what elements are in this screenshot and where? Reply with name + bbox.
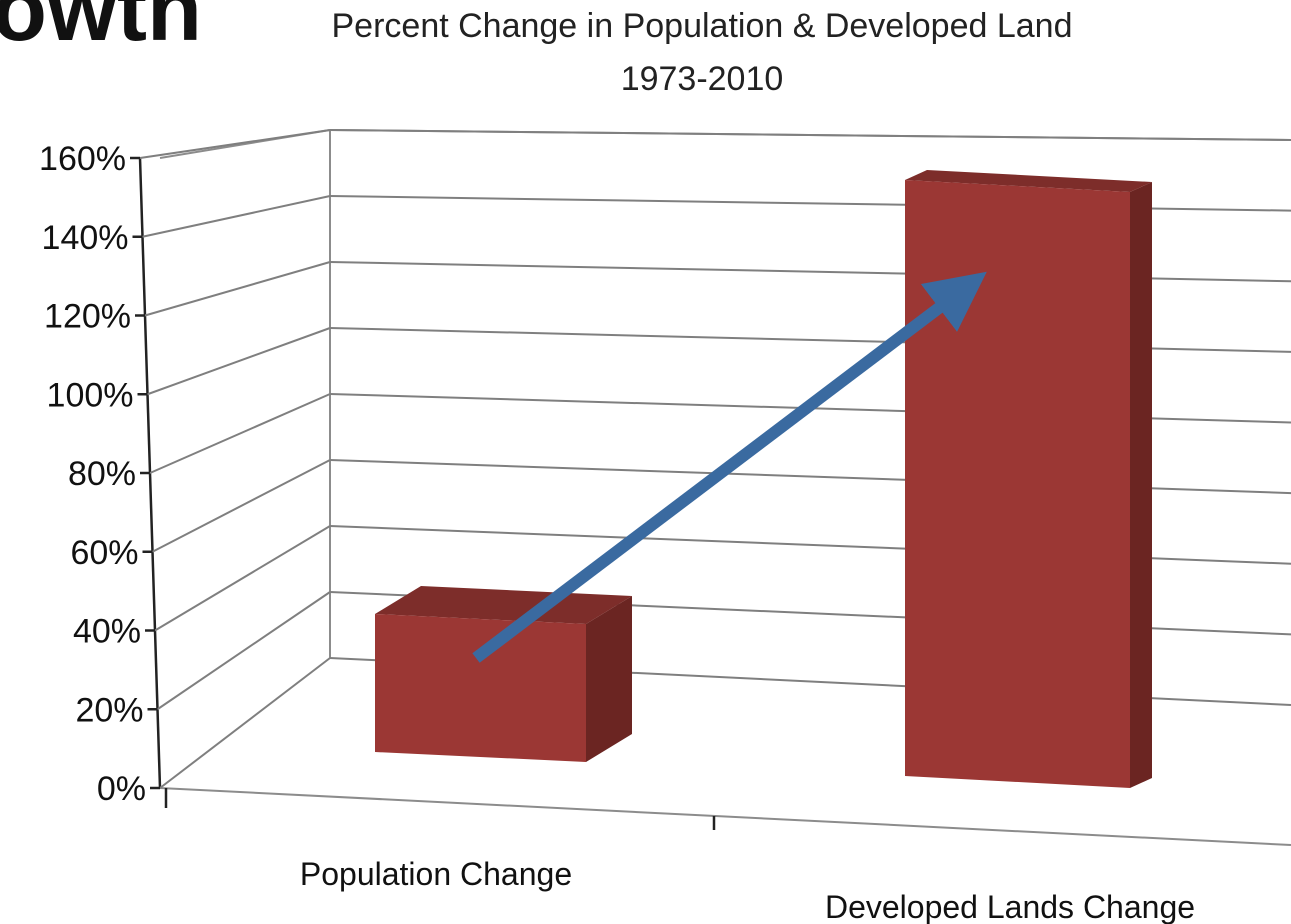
y-tick-label: 40% [73, 613, 141, 651]
y-axis-tick-labels: 0% 20% 40% 60% 80% 100% 120% 140% 160% [39, 140, 146, 808]
bar-side-face [1130, 182, 1152, 788]
y-tick-label: 0% [97, 770, 146, 808]
bar-0 [375, 586, 632, 762]
y-tick-label: 60% [70, 534, 138, 572]
side-gridline [159, 657, 331, 789]
bar-front-face [905, 180, 1130, 788]
y-tick-label: 120% [44, 298, 131, 336]
floor-front-edge [159, 787, 1291, 846]
bar-side-face [586, 596, 632, 762]
bar-series [375, 170, 1152, 788]
side-gridline [144, 261, 331, 317]
trend-annotation [472, 271, 987, 663]
side-gridline [149, 393, 331, 474]
side-gridline [156, 591, 331, 711]
bar-top-face [905, 170, 1152, 192]
chart-title: Percent Change in Population & Developed… [332, 7, 1073, 45]
clipped-slide-heading: owth [0, 0, 202, 60]
bar-front-face [375, 614, 586, 762]
category-label: Developed Lands Change [825, 889, 1195, 924]
trend-arrow [472, 271, 987, 663]
back-gridline [329, 129, 1291, 141]
side-gridline [154, 525, 331, 632]
side-gridline [147, 327, 331, 396]
side-gridline [152, 459, 331, 553]
chart-subtitle: 1973-2010 [621, 60, 784, 98]
bar-1 [905, 170, 1152, 788]
side-gridline [139, 129, 331, 159]
y-tick-label: 20% [75, 691, 143, 729]
side-gridline [142, 195, 331, 238]
y-tick-label: 80% [68, 455, 136, 493]
y-tick-label: 140% [42, 219, 129, 257]
category-label: Population Change [300, 856, 572, 892]
y-tick-label: 160% [39, 140, 126, 178]
y-tick-label: 100% [47, 376, 134, 414]
x-axis-category-labels: Population Change Developed Lands Change [300, 856, 1195, 924]
